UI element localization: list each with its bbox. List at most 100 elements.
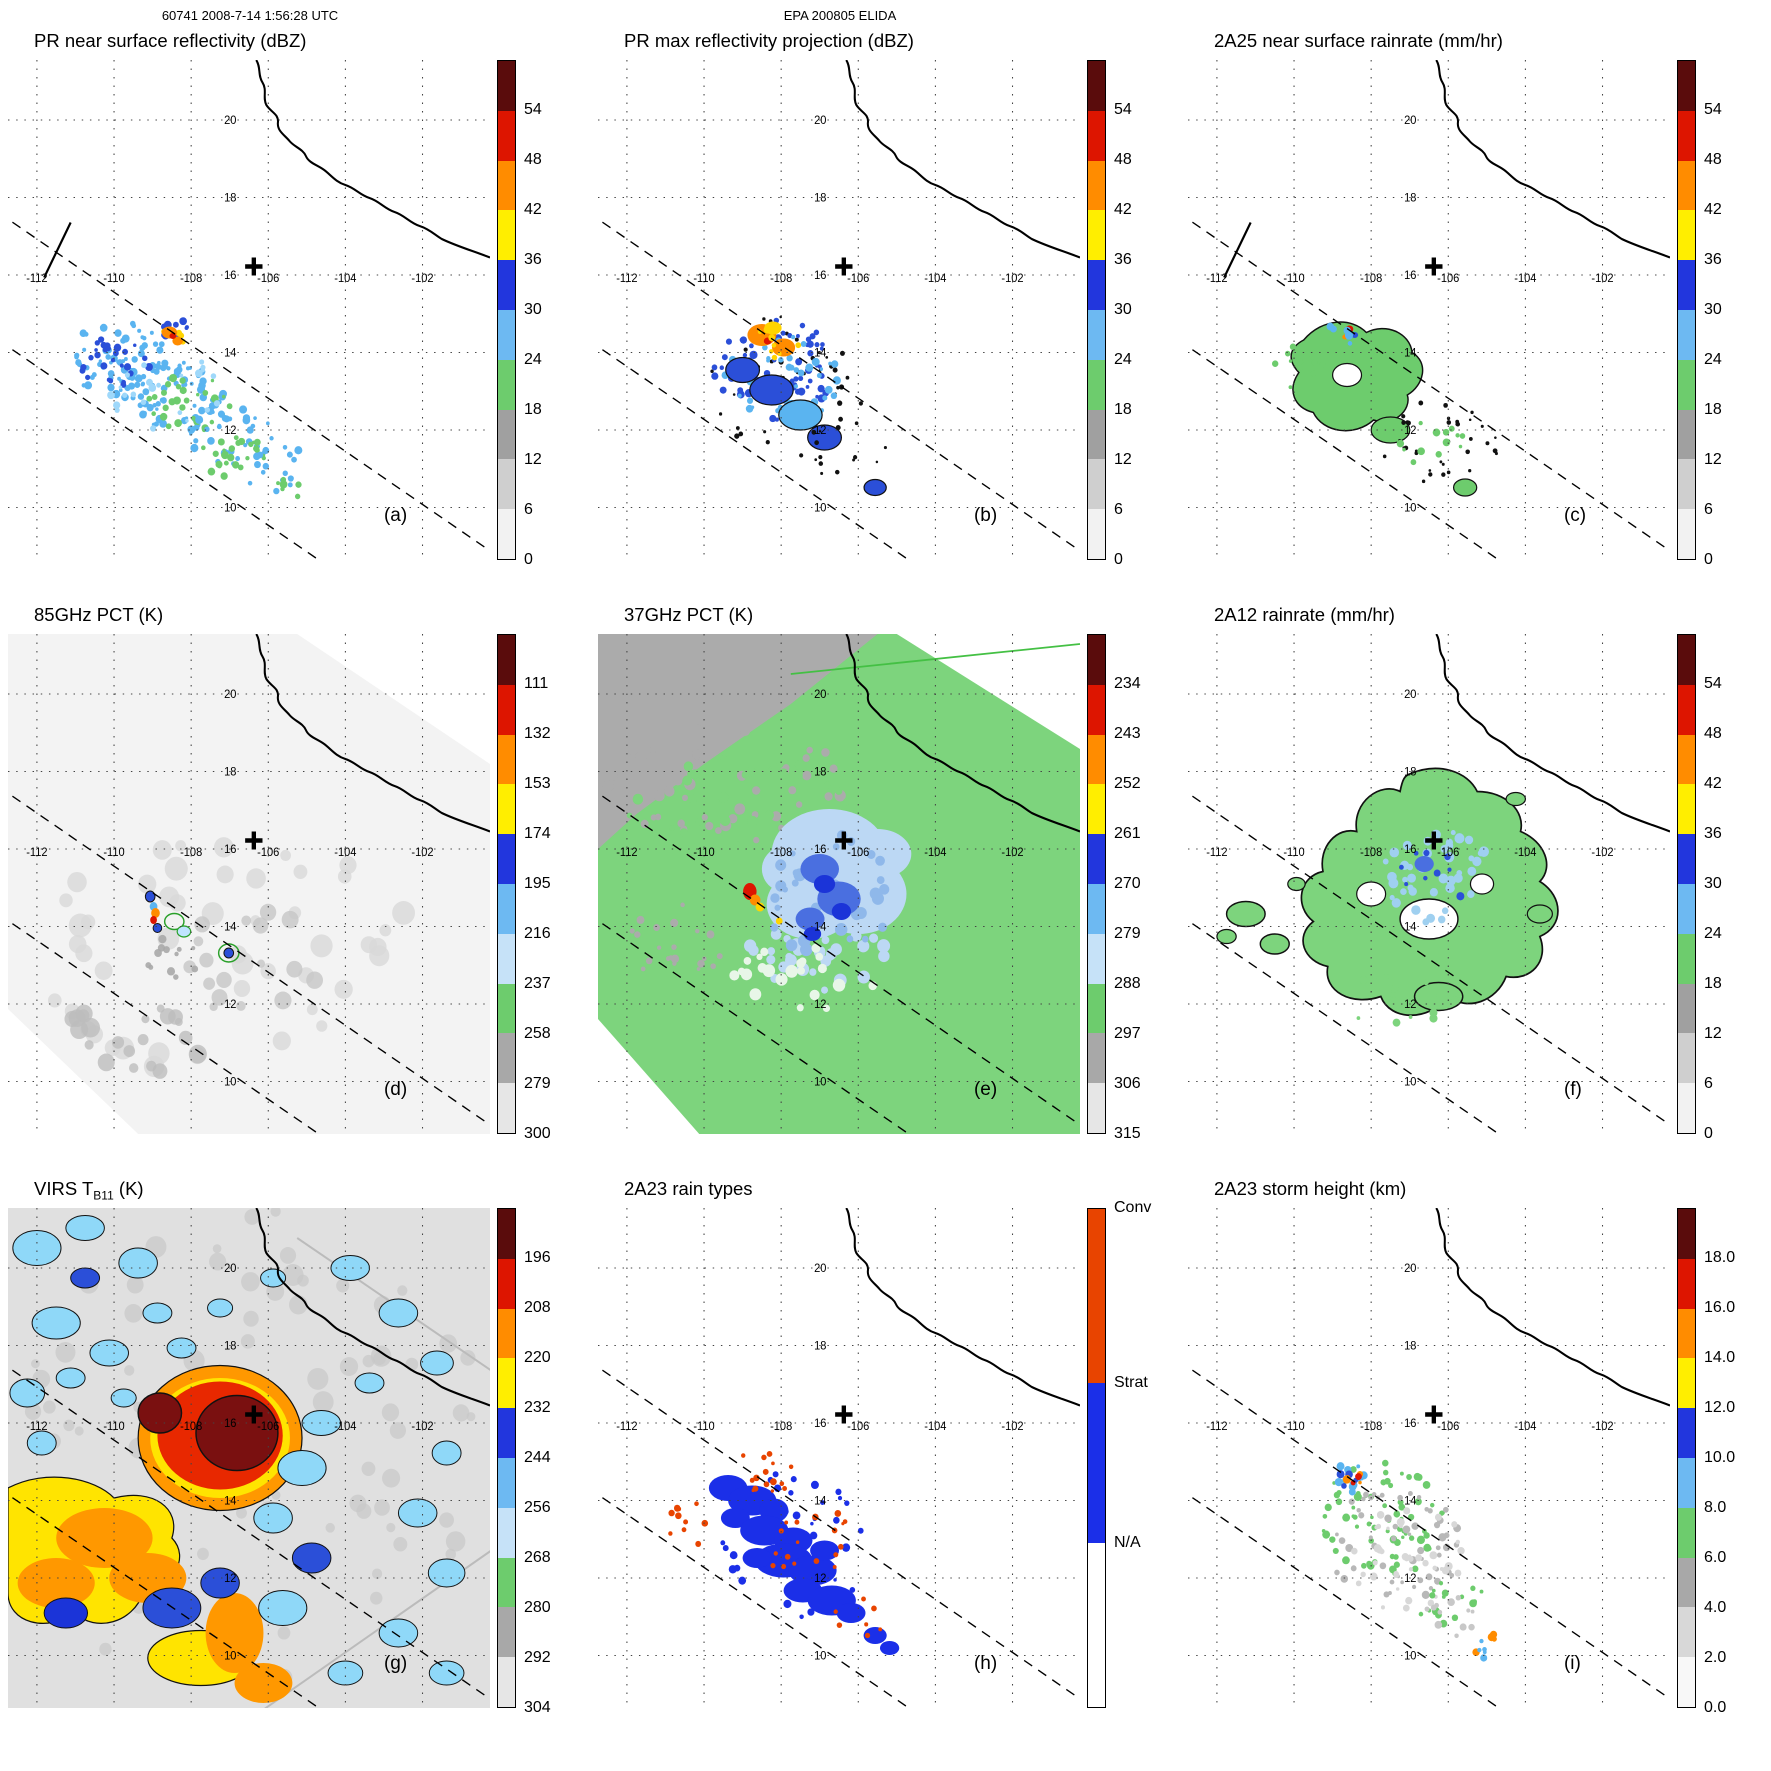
- svg-text:-110: -110: [103, 273, 124, 285]
- colorbar-tick-label: 24: [524, 351, 542, 368]
- colorbar-segment: [1088, 1033, 1105, 1084]
- data-layer: [8, 1208, 490, 1708]
- colorbar-tick-label: 12: [1114, 451, 1132, 468]
- panel-title: PR max reflectivity projection (dBZ): [624, 30, 914, 51]
- colorbar-tick-label: 279: [1114, 925, 1141, 942]
- colorbar-tick-label: 42: [524, 201, 542, 218]
- svg-text:-102: -102: [1001, 273, 1023, 285]
- panel-h: 2A23 rain types -112 -110 -108 -106 -104 -102…: [590, 1174, 1181, 1746]
- svg-text:20: 20: [1404, 1263, 1416, 1275]
- colorbar-segment: [498, 1507, 515, 1558]
- panel-letter: (e): [973, 1079, 998, 1100]
- colorbar-segment: [498, 1258, 515, 1309]
- colorbar: 54 48 42 36 30 24 18 12 6 0: [1677, 634, 1769, 1142]
- colorbar-tick-label: 30: [524, 301, 542, 318]
- colorbar-segment: [1678, 1657, 1695, 1707]
- panel-d: 85GHz PCT (K) -112 -110 -108 -106 -104 -102 20…: [0, 600, 591, 1172]
- colorbar: 111 132 153 174 195 216 237 258 279 300: [497, 634, 589, 1142]
- colorbar-segment: [1678, 1557, 1695, 1608]
- svg-text:-102: -102: [411, 1421, 433, 1433]
- svg-text:10: 10: [224, 1076, 236, 1088]
- svg-text:-110: -110: [103, 1421, 124, 1433]
- annotation-layer: -112 -110 -108 -106 -104 -102 20 18 16 14 12 10: [8, 1208, 490, 1708]
- colorbar-segment: [498, 110, 515, 161]
- svg-text:-106: -106: [1437, 273, 1459, 285]
- grid-layer: [8, 60, 490, 560]
- colorbar-segment: [1088, 983, 1105, 1034]
- colorbar-tick-label: 24: [1114, 351, 1132, 368]
- panel-title-main: VIRS T: [34, 1178, 94, 1199]
- annotation-layer: -112 -110 -108 -106 -104 -102 20 18 16 14 12 10: [598, 60, 1080, 560]
- colorbar-segment: [498, 635, 515, 685]
- colorbar-tick-label: 216: [524, 925, 551, 942]
- colorbar-tick-label: 244: [524, 1449, 551, 1466]
- colorbar-tick-label: 30: [1704, 875, 1722, 892]
- map-plot: -112 -110 -108 -106 -104 -102 20 18 16 14 12 10: [598, 1208, 1080, 1708]
- svg-text:-104: -104: [1514, 1421, 1536, 1433]
- colorbar-segment: [498, 310, 515, 360]
- colorbar-segment: [1678, 61, 1695, 111]
- colorbar-tick-label: 195: [524, 875, 551, 892]
- colorbar-tick-label: 54: [1114, 101, 1132, 118]
- colorbar-segment: [1678, 933, 1695, 984]
- svg-text:20: 20: [1404, 689, 1416, 701]
- svg-text:20: 20: [814, 115, 826, 127]
- colorbar-ticks: 234 243 252 261 270 279 288 297 306 315: [1114, 634, 1178, 1142]
- grid-layer: [8, 634, 490, 1134]
- svg-text:-112: -112: [1206, 1421, 1227, 1433]
- svg-text:-106: -106: [257, 1421, 279, 1433]
- svg-text:-112: -112: [616, 273, 637, 285]
- svg-text:18: 18: [814, 192, 826, 204]
- grid-layer: [8, 1208, 490, 1708]
- svg-text:-106: -106: [257, 847, 279, 859]
- colorbar-segment: [498, 834, 515, 884]
- svg-text:12: 12: [224, 1573, 236, 1585]
- colorbar-tick-label: 270: [1114, 875, 1141, 892]
- map-canvas: -112 -110 -108 -106 -104 -102 20 18 16 14 12 10 (a): [8, 60, 490, 560]
- svg-text:14: 14: [224, 347, 236, 359]
- colorbar-tick-label: 48: [1704, 151, 1722, 168]
- svg-text:12: 12: [1404, 1573, 1416, 1585]
- colorbar-tick-label: 196: [524, 1249, 551, 1266]
- colorbar-segment: [1088, 684, 1105, 735]
- colorbar-segment: [498, 933, 515, 984]
- svg-text:-112: -112: [26, 1421, 47, 1433]
- colorbar-tick-label: 243: [1114, 725, 1141, 742]
- colorbar-segment: [1088, 734, 1105, 785]
- map-canvas: -112 -110 -108 -106 -104 -102 20 18 16 14 12 10 (b): [598, 60, 1080, 560]
- colorbar-segment: [1088, 509, 1105, 559]
- colorbar-tick-label: 12: [524, 451, 542, 468]
- panel-title: VIRS TB11 (K): [34, 1178, 144, 1203]
- map-plot: -112 -110 -108 -106 -104 -102 20 18 16 14 12 10: [598, 634, 1080, 1134]
- panel-g: VIRS TB11 (K) -112 -110 -108 -106 -104 -102 20…: [0, 1174, 591, 1746]
- panel-title: 2A23 rain types: [624, 1178, 753, 1199]
- svg-text:-110: -110: [1283, 273, 1304, 285]
- colorbar-segment: [1678, 1507, 1695, 1558]
- colorbar-tick-label: 30: [1704, 301, 1722, 318]
- colorbar-segment: [1088, 933, 1105, 984]
- colorbar-segment: [498, 1308, 515, 1359]
- colorbar-segment: [498, 1083, 515, 1133]
- svg-text:14: 14: [1404, 1495, 1416, 1507]
- panel-b: PR max reflectivity projection (dBZ) -11…: [590, 26, 1181, 598]
- colorbar: 54 48 42 36 30 24 18 12 6 0: [1087, 60, 1179, 568]
- colorbar-tick-label: 268: [524, 1549, 551, 1566]
- colorbar-tick-label: 279: [524, 1075, 551, 1092]
- colorbar-tick-label: 14.0: [1704, 1349, 1736, 1366]
- svg-text:20: 20: [224, 115, 236, 127]
- colorbar-tick-label: 54: [524, 101, 542, 118]
- colorbar-segment: [1088, 784, 1105, 835]
- colorbar-ticks: 18.0 16.0 14.0 12.0 10.0 8.0 6.0 4.0 2.0 0.0: [1704, 1208, 1768, 1716]
- colorbar-segment: [1678, 1209, 1695, 1259]
- colorbar-category-label: Strat: [1114, 1374, 1148, 1391]
- colorbar: 234 243 252 261 270 279 288 297 306 315: [1087, 634, 1179, 1142]
- colorbar-category-label: Conv: [1114, 1199, 1152, 1216]
- colorbar-tick-label: 12: [1704, 1025, 1722, 1042]
- map-canvas: -112 -110 -108 -106 -104 -102 20 18 16 14 12 10 (f): [1188, 634, 1670, 1134]
- colorbar-bar: [1677, 60, 1696, 560]
- colorbar-bar: [1087, 634, 1106, 1134]
- svg-text:16: 16: [1404, 1418, 1416, 1430]
- colorbar-tick-label: 0: [1704, 551, 1713, 568]
- colorbar: Conv Strat N/A: [1087, 1199, 1179, 1708]
- colorbar-tick-label: 48: [1114, 151, 1132, 168]
